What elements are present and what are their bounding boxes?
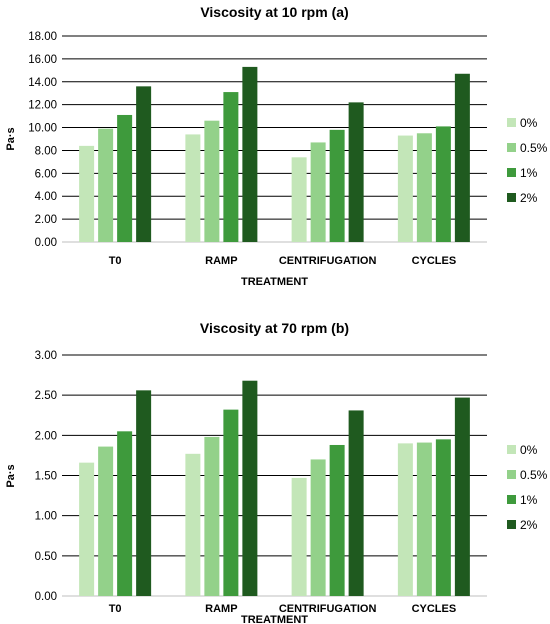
x-tick-label: T0 (109, 255, 122, 267)
bar (117, 431, 133, 596)
legend-label: 0% (520, 116, 538, 130)
x-axis-label: TREATMENT (241, 614, 308, 624)
bar (242, 66, 258, 243)
chart-70rpm: Viscosity at 70 rpm (b) 0.00 0.50 1.00 1.50 2… (5, 320, 548, 624)
bar (242, 380, 258, 596)
legend-swatch (507, 470, 516, 479)
bar (348, 102, 364, 242)
bar (397, 135, 413, 242)
bar (435, 439, 451, 596)
bar (204, 436, 220, 596)
y-tick-label: 18.00 (28, 31, 57, 43)
bar (98, 446, 114, 596)
bar (117, 114, 133, 242)
bar (416, 133, 432, 242)
y-tick-label: 10.00 (28, 123, 57, 135)
bar (79, 145, 95, 242)
y-tick-label: 12.00 (28, 100, 57, 112)
legend-label: 1% (520, 493, 538, 507)
bar (204, 120, 220, 242)
y-axis-label: Pa·s (5, 127, 17, 150)
y-tick-label: 4.00 (35, 191, 57, 203)
legend-label: 2% (520, 518, 538, 532)
x-tick-label: CENTRIFUGATION (279, 255, 377, 267)
bar (397, 443, 413, 596)
y-tick-label: 2.00 (35, 214, 57, 226)
bar (79, 462, 95, 596)
y-tick-label: 0.00 (35, 237, 57, 249)
bar (98, 128, 114, 242)
legend-swatch (507, 168, 516, 177)
legend-swatch (507, 193, 516, 202)
bar (223, 92, 239, 242)
bar (185, 453, 201, 596)
y-tick-label: 0.50 (35, 551, 57, 563)
bar (454, 73, 470, 243)
bar (291, 477, 307, 596)
x-tick-label: CENTRIFUGATION (279, 603, 377, 615)
bar (223, 409, 239, 596)
legend-swatch (507, 143, 516, 152)
x-tick-label: RAMP (205, 603, 237, 615)
y-axis-label: Pa·s (5, 464, 17, 487)
y-tick-label: 14.00 (28, 77, 57, 89)
chart-title: Viscosity at 10 rpm (a) (200, 4, 348, 20)
x-tick-label: CYCLES (412, 255, 457, 267)
legend-swatch (507, 520, 516, 529)
y-tick-label: 16.00 (28, 54, 57, 66)
bar (136, 390, 152, 596)
x-tick-label: RAMP (205, 255, 237, 267)
legend-label: 0.5% (520, 468, 548, 482)
y-tick-label: 6.00 (35, 168, 57, 180)
chart-10rpm: Viscosity at 10 rpm (a) 0.00 2.00 4.00 6.00 8… (5, 4, 548, 288)
bar (348, 410, 364, 596)
chart-title: Viscosity at 70 rpm (b) (200, 320, 349, 336)
bar (454, 397, 470, 596)
bar (310, 142, 326, 242)
bar (329, 444, 345, 596)
legend-swatch (507, 445, 516, 454)
y-tick-label: 2.00 (35, 430, 57, 442)
bar (291, 157, 307, 242)
y-tick-label: 3.00 (35, 350, 57, 362)
y-tick-label: 1.50 (35, 471, 57, 483)
legend-swatch (507, 118, 516, 127)
y-tick-label: 1.00 (35, 511, 57, 523)
legend-label: 0% (520, 443, 538, 457)
bar (416, 442, 432, 596)
bar (329, 129, 345, 242)
bar (185, 134, 201, 242)
bar (435, 126, 451, 242)
y-tick-label: 0.00 (35, 591, 57, 603)
bar (136, 86, 152, 242)
y-tick-label: 8.00 (35, 145, 57, 157)
x-axis-label: TREATMENT (241, 276, 308, 288)
legend-swatch (507, 495, 516, 504)
bar (310, 459, 326, 596)
legend-label: 0.5% (520, 141, 548, 155)
y-tick-label: 2.50 (35, 390, 57, 402)
x-tick-label: T0 (109, 603, 122, 615)
legend-label: 1% (520, 166, 538, 180)
x-tick-label: CYCLES (412, 603, 457, 615)
legend-label: 2% (520, 191, 538, 205)
